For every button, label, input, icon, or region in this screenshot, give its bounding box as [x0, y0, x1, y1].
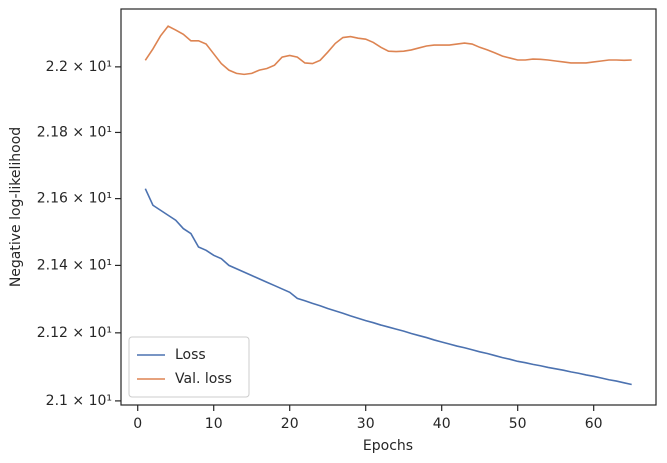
plot-frame — [120, 8, 657, 406]
x-tick-label: 30 — [357, 416, 375, 432]
line-series — [144, 188, 632, 386]
x-tick-label: 20 — [281, 416, 299, 432]
x-tick-label: 0 — [133, 416, 142, 432]
y-tick-label: 2.2 × 10¹ — [46, 59, 112, 75]
legend-label: Val. loss — [175, 371, 232, 387]
legend-box — [128, 336, 250, 398]
x-tick-label: 40 — [433, 416, 451, 432]
x-tick-label: 50 — [509, 416, 527, 432]
y-tick-label: 2.18 × 10¹ — [37, 124, 112, 140]
y-tick-label: 2.16 × 10¹ — [37, 191, 112, 207]
legend-label: Loss — [175, 347, 206, 363]
y-tick-label: 2.1 × 10¹ — [46, 393, 112, 409]
y-tick-label: 2.12 × 10¹ — [37, 325, 112, 341]
y-tick-label: 2.14 × 10¹ — [37, 257, 112, 273]
line-series — [144, 25, 632, 76]
x-axis-label: Epochs — [363, 438, 413, 454]
x-tick-label: 10 — [205, 416, 223, 432]
legend: Loss Val. loss — [128, 336, 250, 398]
y-axis-label: Negative log-likelihood — [8, 127, 24, 287]
x-tick-label: 60 — [585, 416, 603, 432]
